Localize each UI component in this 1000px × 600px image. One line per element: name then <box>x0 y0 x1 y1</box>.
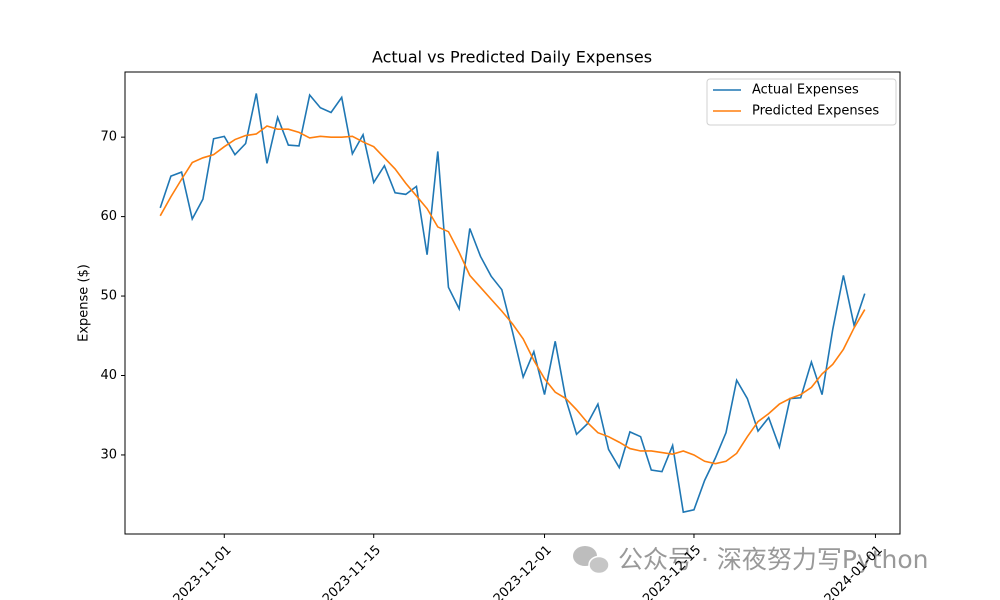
y-tick-label: 30 <box>100 447 117 462</box>
x-tick-label: 2023-11-01 <box>171 543 235 600</box>
legend-label: Predicted Expenses <box>752 104 879 119</box>
y-tick-label: 70 <box>100 130 117 145</box>
chart-title: Actual vs Predicted Daily Expenses <box>372 48 652 67</box>
watermark: 公众号 · 深夜努力写Python <box>618 545 929 574</box>
series-line <box>159 125 866 465</box>
x-tick-label: 2023-11-15 <box>320 543 384 600</box>
y-axis-label: Expense ($) <box>77 264 92 342</box>
legend-box <box>706 78 897 126</box>
y-tick-label: 50 <box>100 289 117 304</box>
plot-frame <box>124 71 901 535</box>
legend-label: Actual Expenses <box>752 83 859 98</box>
y-tick-label: 60 <box>100 209 117 224</box>
watermark-icon <box>573 546 610 575</box>
y-tick-label: 40 <box>100 368 117 383</box>
series-line <box>159 93 866 514</box>
legend: Actual Expenses Predicted Expenses <box>706 78 897 126</box>
x-tick-label: 2023-12-01 <box>491 543 555 600</box>
